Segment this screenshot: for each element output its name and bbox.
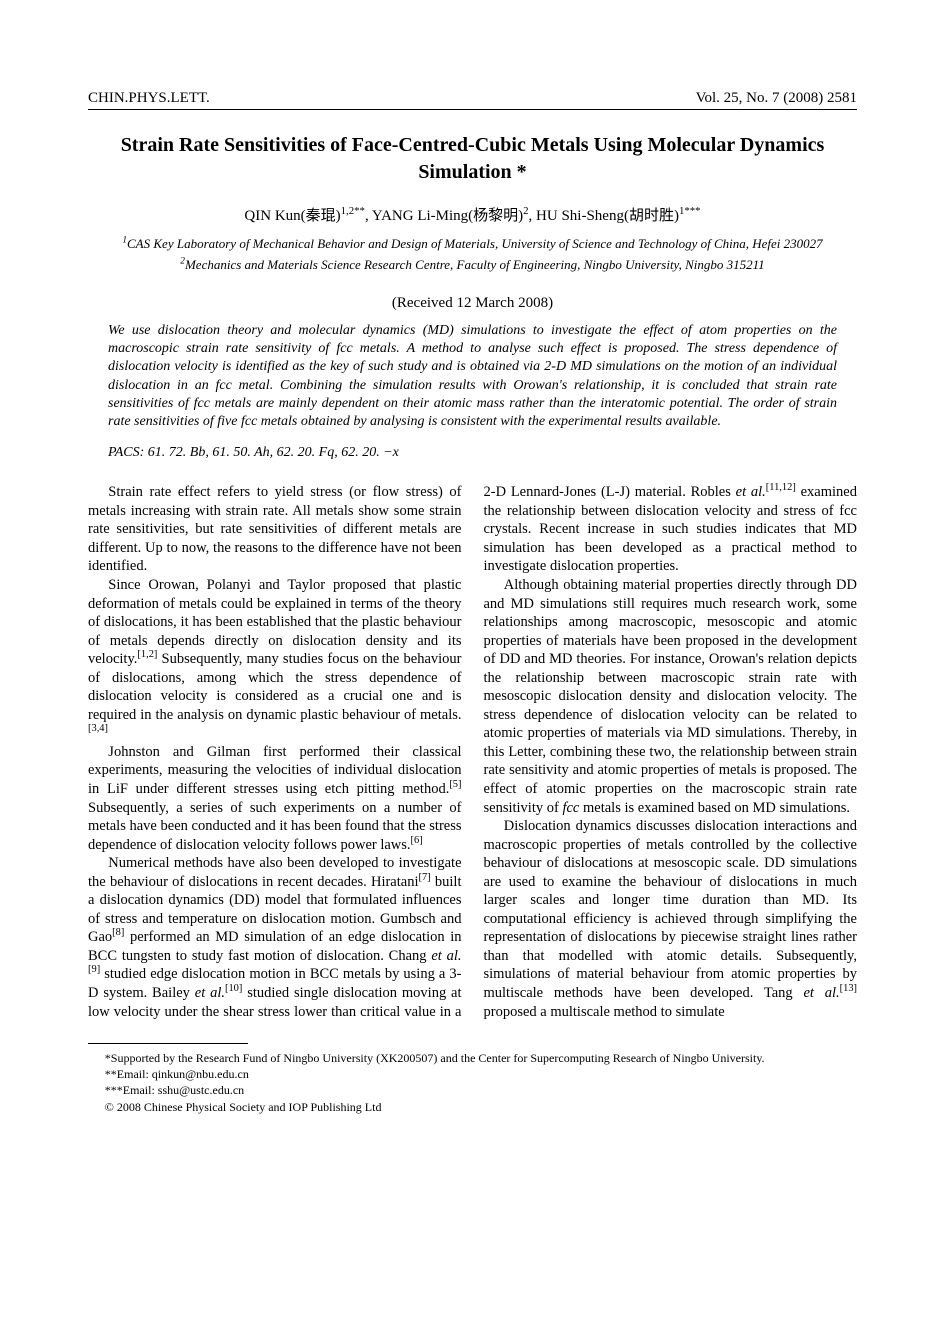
body-para: Strain rate effect refers to yield stres…: [88, 483, 462, 576]
running-header: CHIN.PHYS.LETT. Vol. 25, No. 7 (2008) 25…: [88, 90, 857, 110]
body-para: Although obtaining material properties d…: [484, 576, 858, 817]
affiliation-1: 1CAS Key Laboratory of Mechanical Behavi…: [88, 235, 857, 253]
received-date: (Received 12 March 2008): [88, 295, 857, 312]
footnotes: *Supported by the Research Fund of Ningb…: [88, 1050, 857, 1115]
author-line: QIN Kun(秦琨)1,2**, YANG Li-Ming(杨黎明)2, HU…: [88, 204, 857, 225]
footnote-rule: [88, 1043, 248, 1044]
footnote-email-2: ***Email: sshu@ustc.edu.cn: [88, 1082, 857, 1098]
abstract-text: We use dislocation theory and molecular …: [108, 322, 837, 431]
footnote-funding: *Supported by the Research Fund of Ningb…: [88, 1050, 857, 1066]
body-para: Dislocation dynamics discusses dislocati…: [484, 817, 858, 1021]
affiliation-2: 2Mechanics and Materials Science Researc…: [88, 256, 857, 274]
pacs-codes: PACS: 61. 72. Bb, 61. 50. Ah, 62. 20. Fq…: [108, 445, 837, 461]
footnote-email-1: **Email: qinkun@nbu.edu.cn: [88, 1066, 857, 1082]
article-title: Strain Rate Sensitivities of Face-Centre…: [88, 132, 857, 186]
body-columns: Strain rate effect refers to yield stres…: [88, 483, 857, 1021]
volume-issue-page: Vol. 25, No. 7 (2008) 2581: [696, 90, 857, 107]
journal-abbrev: CHIN.PHYS.LETT.: [88, 90, 210, 107]
body-para: Since Orowan, Polanyi and Taylor propose…: [88, 576, 462, 743]
body-para: Johnston and Gilman first performed thei…: [88, 743, 462, 854]
footnote-copyright: © 2008 Chinese Physical Society and IOP …: [88, 1099, 857, 1115]
